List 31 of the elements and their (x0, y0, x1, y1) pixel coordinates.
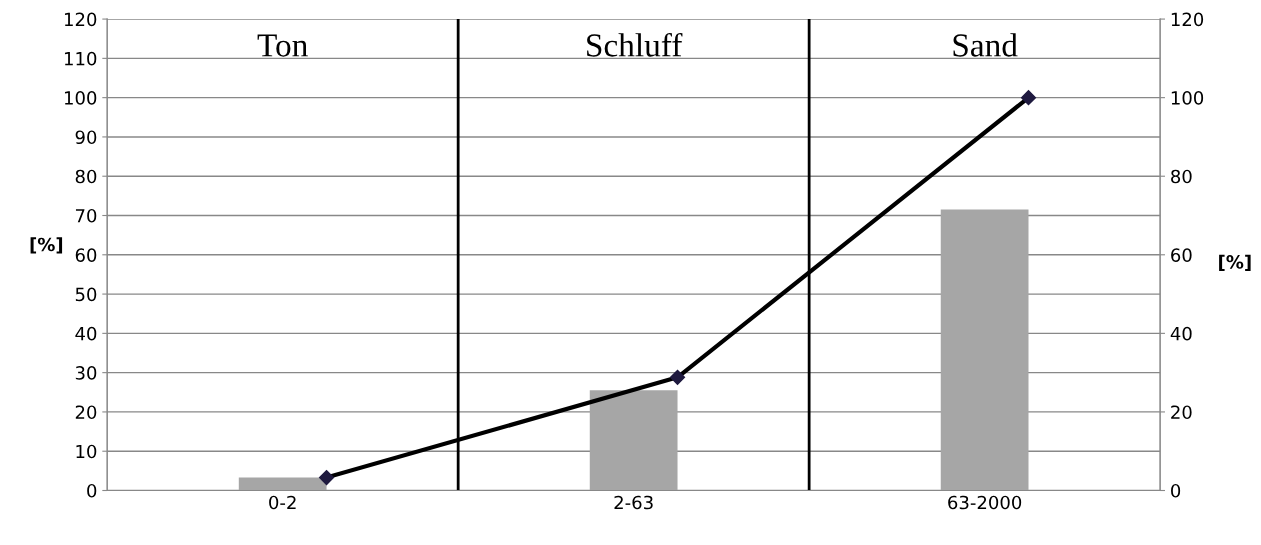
y2-tick-label: 100 (1171, 91, 1204, 105)
y-tick-label: 30 (75, 366, 97, 380)
annotation: Sand (953, 33, 1018, 57)
y2-tick-label: 20 (1171, 405, 1192, 420)
y2-tick-label: 40 (1170, 326, 1192, 341)
y-tick-label: 60 (75, 248, 97, 262)
annotation: Ton (257, 34, 308, 57)
y-tick-label: 120 (64, 12, 97, 27)
y-tick-label: 40 (75, 326, 97, 341)
y-tick-label: 110 (64, 51, 97, 66)
x-tick-label: 63-2000 (948, 495, 1022, 510)
y2-tick-label: 80 (1171, 169, 1192, 184)
x-tick-label: 2-63 (614, 495, 653, 510)
y2-tick-label: 0 (1171, 483, 1181, 498)
y-tick-label: 0 (87, 483, 97, 498)
y-axis-title: [%] (30, 237, 63, 254)
y-tick-label: 90 (75, 130, 97, 145)
y-tick-label: 50 (75, 287, 97, 302)
y-tick-label: 70 (75, 208, 97, 223)
y2-tick-label: 60 (1171, 248, 1192, 262)
y2-tick-label: 120 (1171, 12, 1204, 27)
y-tick-label: 20 (75, 405, 97, 420)
bar (589, 390, 678, 491)
bar (238, 477, 327, 491)
y2-axis-title: [%] (1219, 254, 1251, 271)
y-tick-label: 100 (64, 91, 97, 105)
y-tick-label: 10 (76, 444, 97, 459)
y-tick-label: 80 (75, 169, 97, 184)
x-tick-label: 0-2 (269, 495, 296, 510)
annotation: Schluff (587, 32, 683, 57)
bar (940, 209, 1029, 491)
